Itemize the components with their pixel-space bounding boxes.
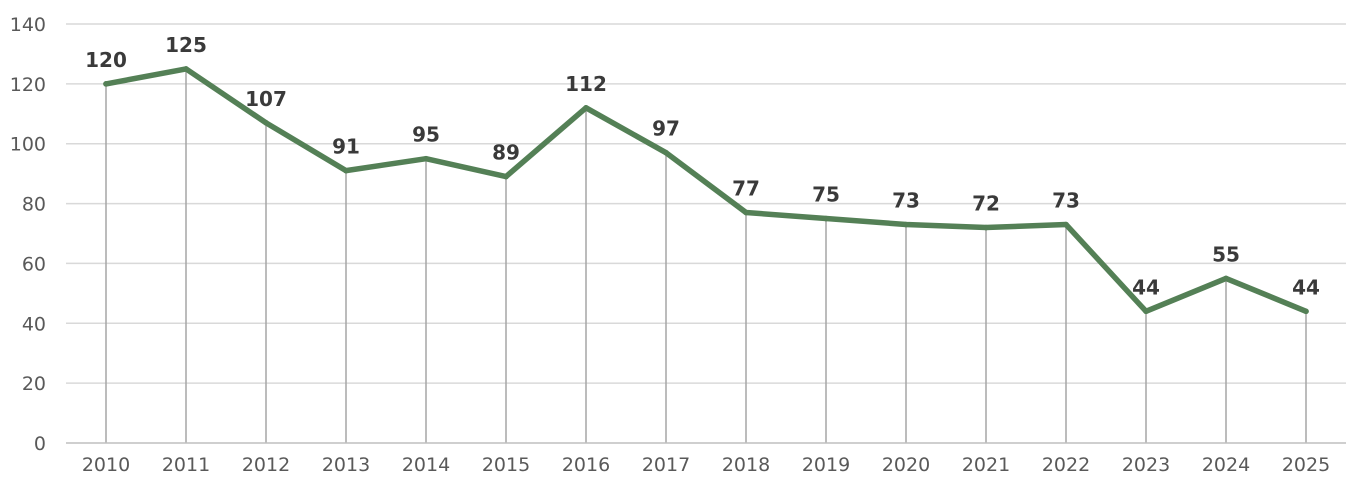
y-tick-label: 120 — [10, 74, 46, 96]
x-tick-label: 2016 — [562, 454, 610, 476]
data-point — [183, 66, 189, 72]
data-label: 91 — [332, 135, 360, 159]
y-tick-label: 40 — [22, 313, 46, 335]
data-point — [423, 155, 429, 162]
data-label: 44 — [1132, 275, 1160, 299]
data-point — [263, 119, 269, 126]
data-label: 73 — [1052, 189, 1080, 213]
x-tick-label: 2018 — [722, 454, 770, 476]
data-label: 72 — [972, 192, 1000, 216]
x-tick-label: 2020 — [882, 454, 930, 476]
x-tick-label: 2021 — [962, 454, 1010, 476]
data-label: 125 — [165, 33, 207, 57]
y-tick-label: 0 — [34, 433, 46, 455]
y-axis-tick-labels: 0 20 40 60 80 100 120 140 — [10, 14, 46, 455]
x-tick-label: 2022 — [1042, 454, 1090, 476]
x-tick-label: 2015 — [482, 454, 530, 476]
data-point — [983, 224, 989, 231]
x-axis-tick-labels: 2010 2011 2012 2013 2014 2015 2016 2017 2018 2019… — [82, 454, 1330, 476]
series-layer — [103, 66, 1309, 315]
data-point — [903, 221, 909, 228]
data-label: 73 — [892, 189, 920, 213]
x-tick-label: 2024 — [1202, 454, 1250, 476]
data-label: 112 — [565, 72, 607, 96]
data-point — [503, 173, 509, 180]
x-tick-label: 2011 — [162, 454, 210, 476]
y-tick-label: 20 — [22, 373, 46, 395]
x-tick-label: 2019 — [802, 454, 850, 476]
x-tick-label: 2017 — [642, 454, 690, 476]
y-tick-label: 100 — [10, 134, 46, 156]
data-point — [1143, 308, 1149, 315]
data-label: 89 — [492, 141, 520, 165]
data-point — [1303, 308, 1309, 315]
data-label: 97 — [652, 117, 680, 141]
series-line — [103, 66, 1309, 315]
data-point — [743, 209, 749, 216]
x-tick-label: 2012 — [242, 454, 290, 476]
data-label: 75 — [812, 183, 840, 207]
data-label: 77 — [732, 177, 760, 201]
data-labels: 120 125 107 91 95 89 112 97 77 75 73 72 73 44 55 44 — [85, 33, 1320, 299]
y-tick-label: 140 — [10, 14, 46, 36]
data-point — [663, 149, 669, 156]
data-label: 107 — [245, 87, 287, 111]
data-label: 44 — [1292, 275, 1320, 299]
x-tick-label: 2025 — [1282, 454, 1330, 476]
data-point — [1063, 221, 1069, 228]
x-tick-label: 2013 — [322, 454, 370, 476]
data-point — [583, 105, 589, 111]
data-label: 120 — [85, 48, 127, 72]
x-tick-label: 2014 — [402, 454, 450, 476]
data-point — [103, 81, 109, 87]
data-label: 95 — [412, 123, 440, 147]
y-tick-label: 60 — [22, 253, 46, 275]
data-point — [1223, 275, 1229, 282]
x-tick-label: 2010 — [82, 454, 130, 476]
x-tick-label: 2023 — [1122, 454, 1170, 476]
gridlines — [66, 23, 1346, 384]
drop-lines — [105, 68, 1307, 443]
data-point — [343, 167, 349, 174]
data-point — [823, 215, 829, 222]
data-label: 55 — [1212, 242, 1240, 266]
y-tick-label: 80 — [22, 194, 46, 216]
